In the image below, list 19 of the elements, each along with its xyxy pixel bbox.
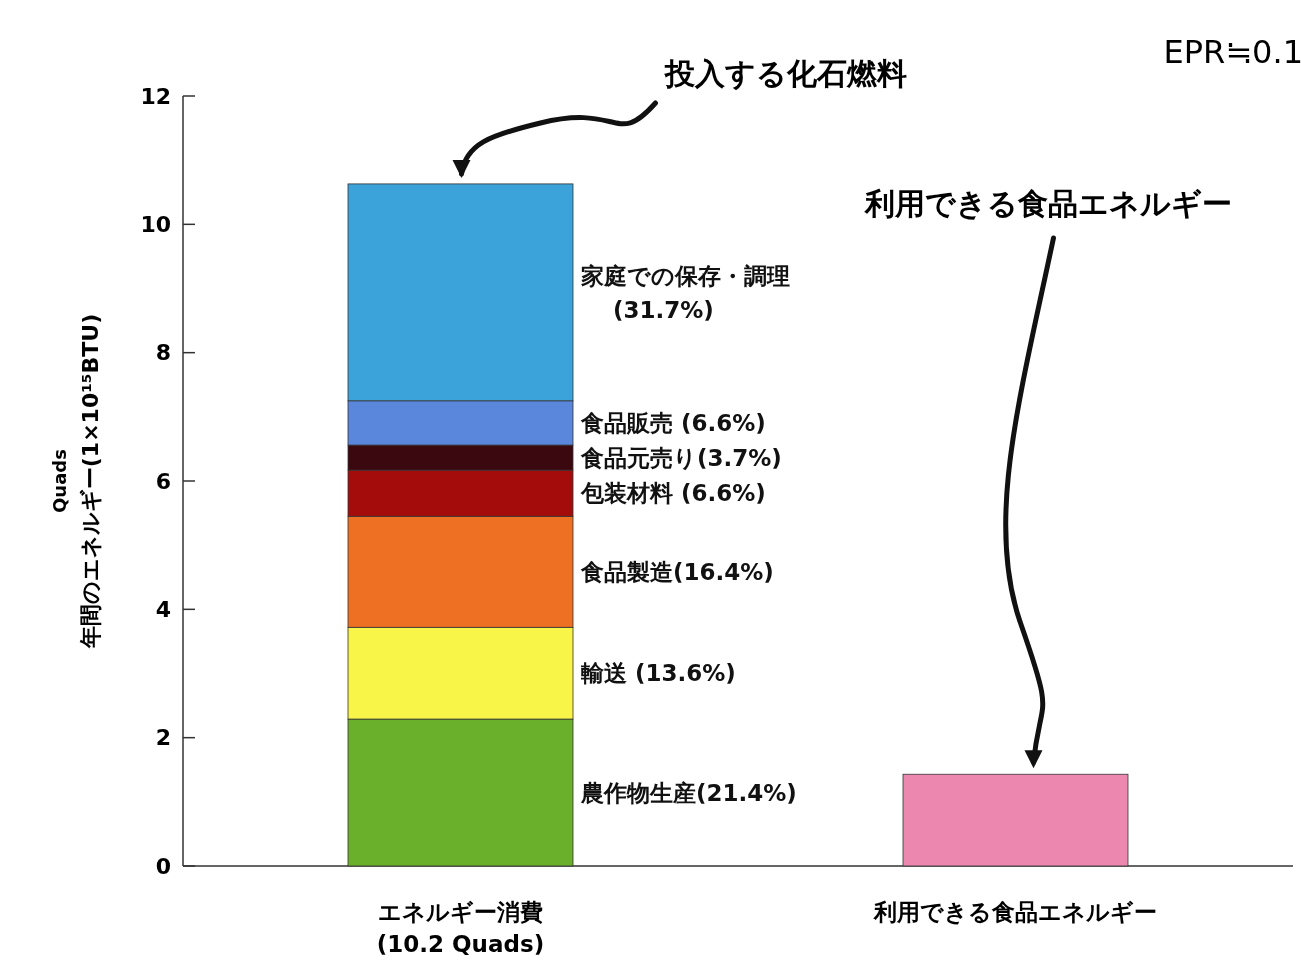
series-label: 食品販売 (6.6%) bbox=[580, 409, 766, 436]
series-label: 食品製造(16.4%) bbox=[580, 558, 774, 585]
series-label: 食品元売り(3.7%) bbox=[580, 444, 782, 471]
text: EPR≒0.1 bbox=[1163, 33, 1301, 71]
series-label: 家庭での保存・調理 (31.7%) bbox=[580, 263, 790, 324]
text: 投入する化石燃料 bbox=[663, 55, 907, 91]
series-label: 輸送 (13.6%) bbox=[580, 660, 736, 687]
annotation: 利用できる食品エネルギー bbox=[864, 185, 1232, 221]
y-tick-label: 4 bbox=[155, 597, 171, 623]
y-tick-label: 8 bbox=[155, 340, 171, 366]
series-label: 農作物生産(21.4%) bbox=[580, 779, 797, 806]
y-axis-title: Quads 年間のエネルギー(1×10¹⁵BTU) bbox=[49, 313, 103, 650]
y-tick-label: 0 bbox=[155, 853, 171, 879]
y-tick-label: 2 bbox=[155, 725, 171, 751]
x-tick-label: エネルギー消費 (10.2 Quads) bbox=[376, 899, 545, 957]
series-label: 包装材料 (6.6%) bbox=[580, 480, 766, 507]
y-tick-label: 12 bbox=[140, 83, 171, 109]
y-tick-label: 6 bbox=[155, 468, 171, 494]
y-tick-label: 10 bbox=[140, 212, 171, 238]
